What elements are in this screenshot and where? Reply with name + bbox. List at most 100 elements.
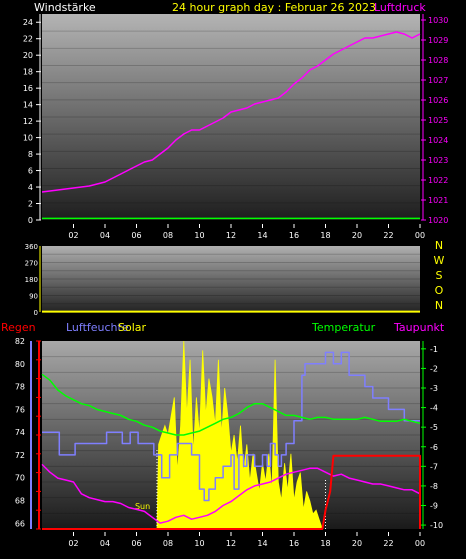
humidity-tick-label: 74 (15, 428, 25, 437)
wind-tick-label: 2 (28, 200, 33, 209)
humidity-tick-label: 68 (15, 497, 25, 506)
compass-label: N (435, 299, 443, 312)
pressure-line (41, 31, 421, 193)
bottom-x-tick-label: 20 (352, 539, 362, 548)
temperature-tick-label: -9 (430, 502, 438, 511)
bottom-x-tick-label: 06 (131, 539, 141, 548)
bottom-x-tick-label: 22 (383, 539, 393, 548)
wind-tick-label: 16 (23, 84, 33, 93)
compass-label: W (434, 254, 445, 267)
bottom-x-tick-label: 02 (68, 539, 78, 548)
temperature-tick-label: -2 (430, 364, 438, 373)
top-x-tick-label: 00 (415, 231, 425, 240)
compass-label: N (435, 239, 443, 252)
solar-area (156, 340, 323, 530)
rain-line (42, 454, 421, 530)
top-plot-area (42, 14, 420, 220)
pressure-tick-label: 1027 (428, 76, 448, 85)
humidity-line (42, 351, 420, 502)
direction-tick-label: 360 (25, 243, 38, 251)
bottom-x-tick-label: 16 (289, 539, 299, 548)
bottom-x-tick-label: 08 (163, 539, 173, 548)
wind-tick-label: 20 (23, 51, 33, 60)
humidity-tick-label: 82 (15, 337, 25, 346)
direction-tick-label: 0 (34, 309, 38, 317)
bottom-x-tick-label: 00 (415, 539, 425, 548)
humidity-tick-label: 70 (15, 474, 25, 483)
top-x-tick-label: 10 (194, 231, 204, 240)
dewpoint-line (41, 463, 421, 524)
top-gridlines (42, 30, 420, 204)
chart-title: 24 hour graph day : Februar 26 2023 (172, 1, 376, 14)
top-x-tick-label: 16 (289, 231, 299, 240)
solar-legend: Solar (118, 321, 147, 334)
top-x-tick-label: 22 (383, 231, 393, 240)
bottom-x-tick-label: 18 (320, 539, 330, 548)
pressure-tick-label: 1025 (428, 116, 448, 125)
wind-tick-label: 14 (23, 101, 33, 110)
temperature-line (41, 373, 421, 436)
pressure-tick-label: 1028 (428, 56, 448, 65)
direction-gridlines (42, 253, 420, 305)
temperature-tick-label: -6 (430, 443, 438, 452)
bottom-x-tick-label: 12 (226, 539, 236, 548)
direction-tick-label: 90 (29, 293, 38, 301)
wind-axis-title: Windstärke (34, 1, 96, 14)
temperature-tick-label: -4 (430, 404, 438, 413)
wind-tick-label: 10 (23, 134, 33, 143)
direction-plot-area (42, 246, 420, 312)
compass-label: S (436, 269, 443, 282)
wind-tick-label: 22 (23, 35, 33, 44)
wind-tick-label: 4 (28, 183, 33, 192)
top-x-tick-label: 14 (257, 231, 267, 240)
pressure-axis-title: Luftdruck (374, 1, 426, 14)
wind-tick-label: 0 (28, 216, 33, 225)
top-x-tick-label: 04 (100, 231, 110, 240)
dewpoint-legend: Taupunkt (393, 321, 445, 334)
pressure-tick-label: 1026 (428, 96, 448, 105)
sun-marker-label: Sun (135, 502, 150, 511)
top-x-tick-label: 20 (352, 231, 362, 240)
wind-tick-label: 8 (28, 150, 33, 159)
top-x-tick-label: 18 (320, 231, 330, 240)
top-x-tick-label: 06 (131, 231, 141, 240)
humidity-tick-label: 66 (15, 519, 25, 528)
humidity-tick-label: 80 (15, 360, 25, 369)
bottom-x-tick-label: 10 (194, 539, 204, 548)
pressure-tick-label: 1030 (428, 16, 448, 25)
data-layer: Sun (41, 31, 421, 530)
wind-tick-label: 24 (23, 18, 33, 27)
rain-legend: Regen (1, 321, 36, 334)
wind-tick-label: 6 (28, 167, 33, 176)
top-x-tick-label: 12 (226, 231, 236, 240)
temperature-tick-label: -5 (430, 423, 438, 432)
wind-tick-label: 18 (23, 68, 33, 77)
wind-tick-label: 12 (23, 117, 33, 126)
temperature-tick-label: -3 (430, 384, 438, 393)
humidity-legend: Luftfeuchte (66, 321, 129, 334)
humidity-tick-label: 78 (15, 383, 25, 392)
temperature-tick-label: -1 (430, 345, 438, 354)
compass-label: O (435, 284, 444, 297)
direction-tick-label: 270 (25, 260, 38, 268)
bottom-x-tick-label: 04 (100, 539, 110, 548)
temperature-legend: Temperatur (311, 321, 376, 334)
temperature-tick-label: -10 (430, 521, 443, 530)
temperature-tick-label: -7 (430, 462, 438, 471)
temperature-tick-label: -8 (430, 482, 438, 491)
humidity-tick-label: 76 (15, 405, 25, 414)
pressure-tick-label: 1021 (428, 196, 448, 205)
pressure-tick-label: 1020 (428, 216, 448, 225)
humidity-tick-label: 72 (15, 451, 25, 460)
pressure-tick-label: 1022 (428, 176, 448, 185)
pressure-tick-label: 1029 (428, 36, 448, 45)
pressure-tick-label: 1023 (428, 156, 448, 165)
pressure-tick-label: 1024 (428, 136, 448, 145)
top-x-tick-label: 08 (163, 231, 173, 240)
top-x-tick-label: 02 (68, 231, 78, 240)
bottom-x-tick-label: 14 (257, 539, 267, 548)
direction-tick-label: 180 (25, 276, 38, 284)
